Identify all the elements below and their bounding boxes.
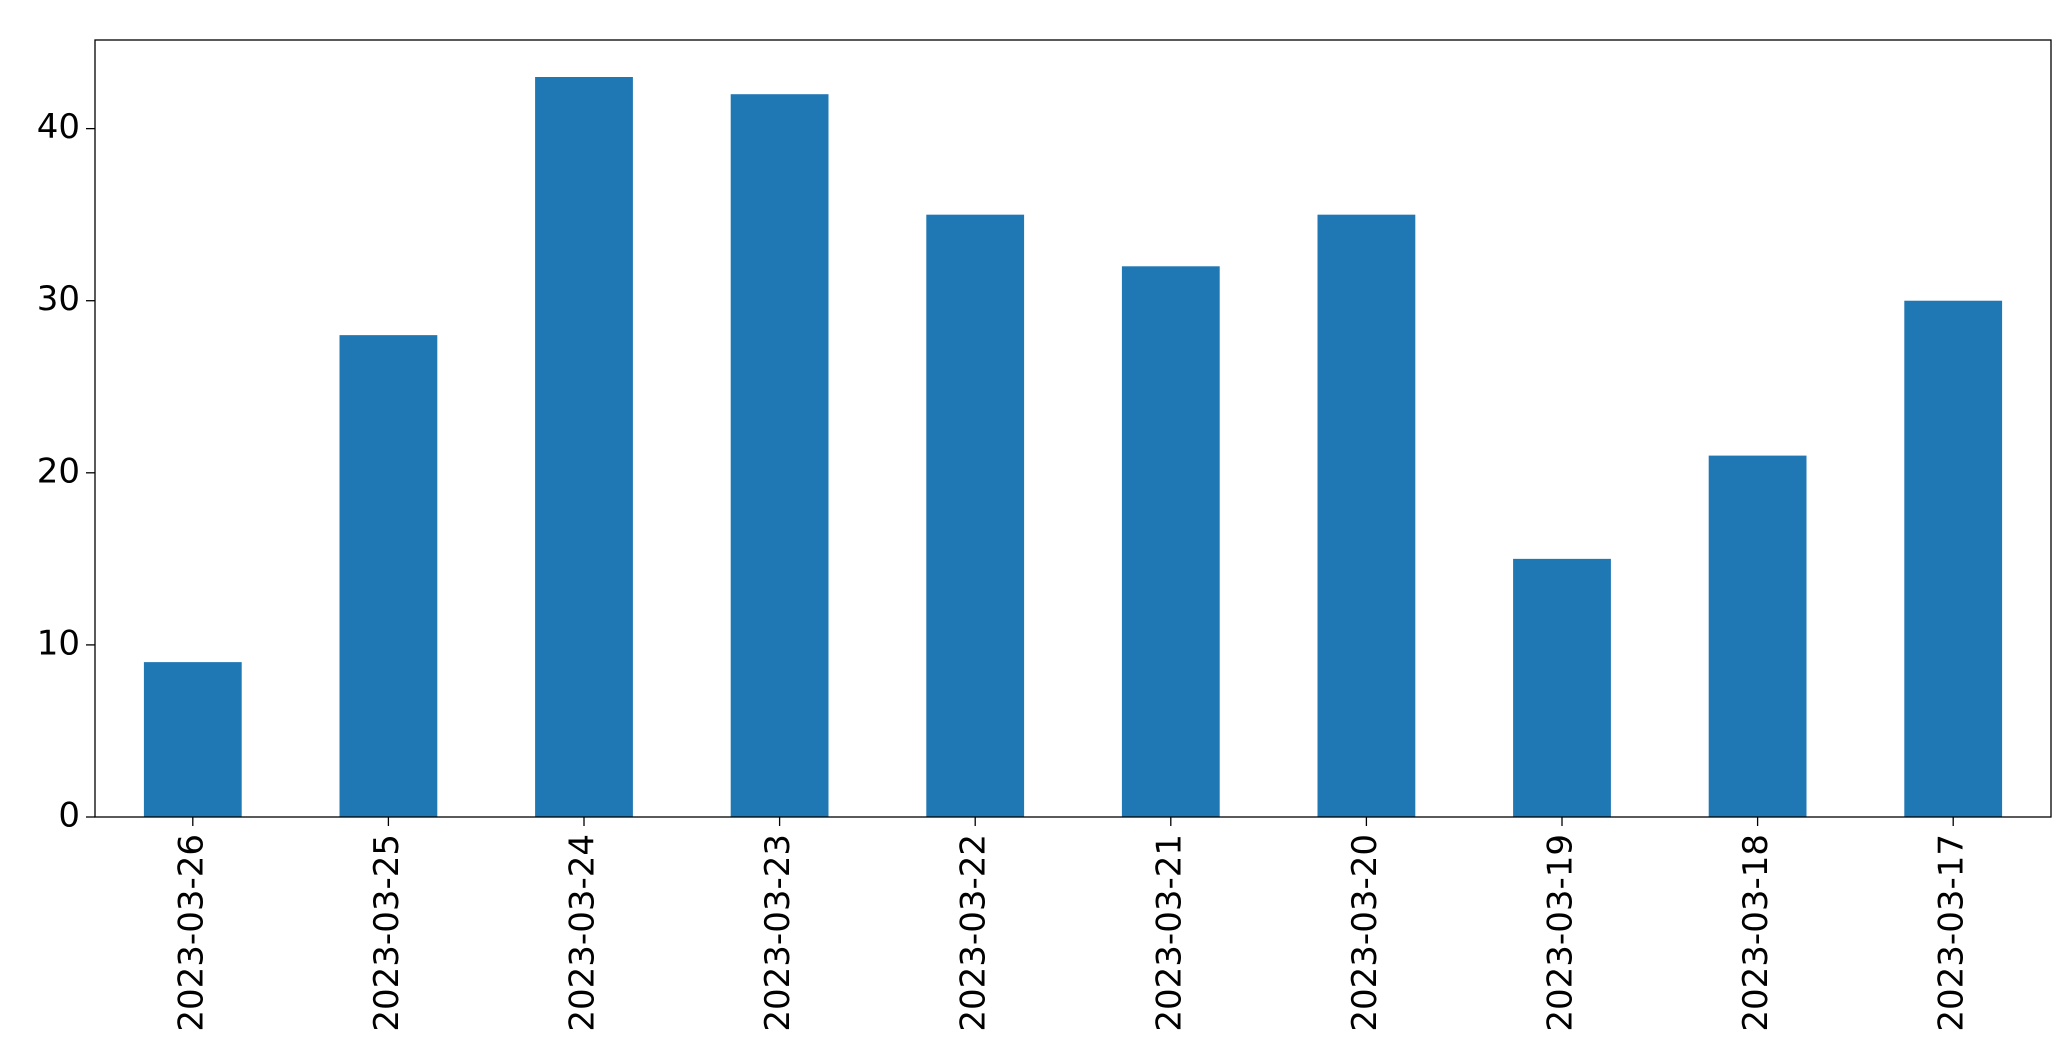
- x-tick-label: 2023-03-17: [1932, 834, 1972, 1032]
- y-tick-label: 0: [58, 796, 80, 836]
- y-tick-label: 30: [37, 279, 80, 319]
- x-tick-label: 2023-03-18: [1736, 834, 1776, 1032]
- bar: [926, 214, 1025, 817]
- bar: [1513, 558, 1611, 817]
- x-tick-label: 2023-03-24: [563, 834, 603, 1032]
- bar: [143, 662, 242, 817]
- x-tick-label: 2023-03-19: [1541, 834, 1581, 1032]
- x-tick-label: 2023-03-26: [171, 834, 211, 1032]
- x-tick-label: 2023-03-22: [954, 834, 994, 1032]
- x-tick-label: 2023-03-20: [1345, 834, 1385, 1032]
- y-tick-label: 40: [37, 107, 80, 147]
- bar: [730, 94, 829, 818]
- bar: [339, 335, 438, 817]
- x-tick-label: 2023-03-21: [1149, 834, 1189, 1032]
- y-tick-label: 10: [37, 623, 80, 663]
- x-tick-label: 2023-03-25: [367, 834, 407, 1032]
- bar: [1121, 266, 1220, 817]
- x-tick-label: 2023-03-23: [758, 834, 798, 1032]
- plot-frame: [94, 39, 2052, 818]
- bar: [535, 77, 633, 817]
- bar: [1904, 300, 2003, 817]
- y-tick-label: 20: [37, 451, 80, 491]
- bar: [1317, 214, 1416, 817]
- bar: [1708, 455, 1807, 817]
